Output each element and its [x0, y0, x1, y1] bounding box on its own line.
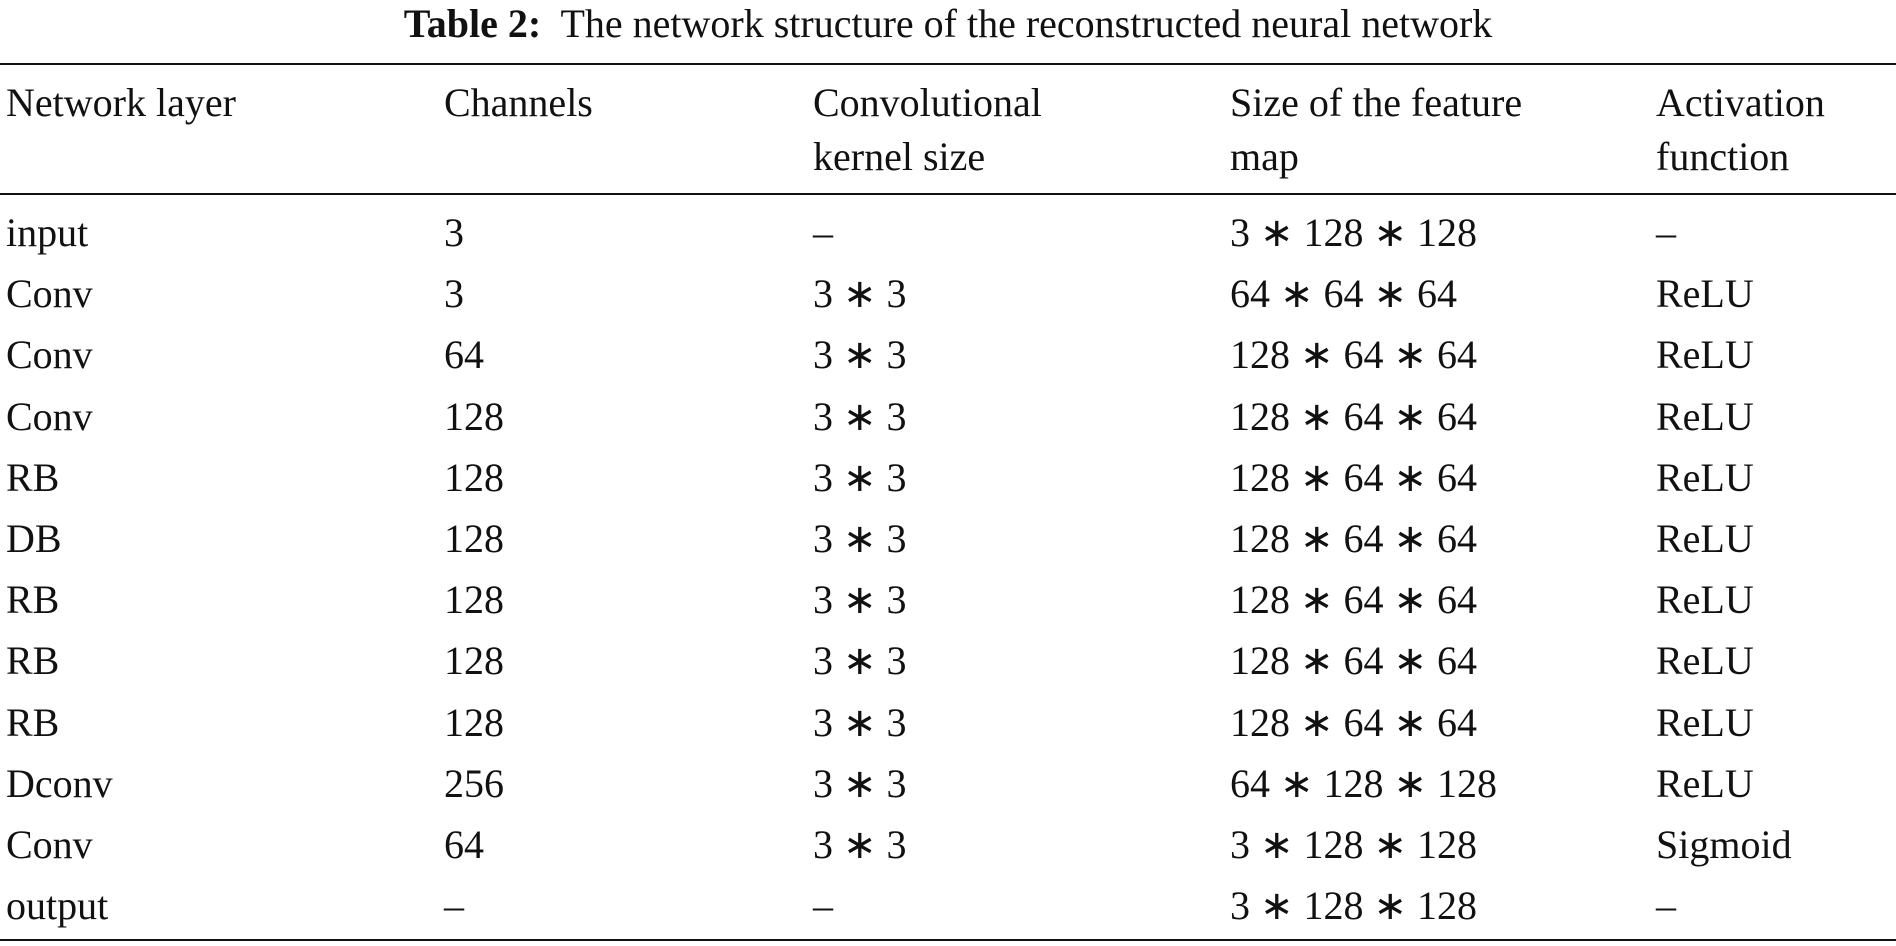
table-cell: 3 ∗ 3: [813, 454, 907, 500]
table-cell: 64: [444, 332, 484, 378]
table-cell: 128: [444, 699, 504, 745]
table-cell: 64 ∗ 64 ∗ 64: [1230, 271, 1458, 317]
table-cell: 128 ∗ 64 ∗ 64: [1230, 638, 1478, 684]
table-cell: Sigmoid: [1656, 822, 1792, 867]
table-cell: input: [6, 210, 89, 255]
table-cell: 3 ∗ 128 ∗ 128: [1230, 822, 1478, 867]
table-cell: 64: [444, 822, 484, 867]
caption-text: The network structure of the reconstruct…: [560, 1, 1493, 46]
table-cell: 128 ∗ 64 ∗ 64: [1230, 516, 1478, 561]
table-cell: 128: [444, 454, 504, 500]
table-cell: Conv: [6, 332, 93, 378]
table-cell: ReLU: [1656, 271, 1754, 317]
table-cell: ReLU: [1656, 760, 1754, 806]
table-cell: output: [6, 883, 109, 929]
table-cell: 3 ∗ 3: [813, 516, 907, 561]
header-cell: Activation: [1656, 80, 1825, 125]
table-cell: 128 ∗ 64 ∗ 64: [1230, 577, 1478, 623]
table-cell: 3 ∗ 3: [813, 638, 907, 684]
table-cell: Conv: [6, 271, 93, 317]
caption-label: Table 2:: [403, 1, 542, 46]
table-cell: ReLU: [1656, 332, 1754, 378]
table-cell: 3 ∗ 3: [813, 393, 907, 439]
header-cell: Network layer: [6, 80, 236, 125]
header-cell: map: [1230, 134, 1299, 179]
table-cell: 128: [444, 393, 504, 439]
table-cell: RB: [6, 577, 60, 623]
header-cell: Convolutional: [813, 80, 1042, 125]
table-cell: –: [813, 883, 833, 929]
header-cell: Size of the feature: [1230, 80, 1523, 125]
top-rule: [0, 63, 1896, 65]
table-cell: 128: [444, 516, 504, 561]
header-cell: kernel size: [813, 134, 986, 179]
header-rule: [0, 193, 1896, 195]
table-cell: –: [1656, 210, 1676, 255]
header-cell: Channels: [444, 80, 593, 125]
table-cell: 3 ∗ 3: [813, 271, 907, 317]
table-cell: Conv: [6, 822, 93, 867]
table-cell: 3: [444, 210, 464, 255]
table-cell: 256: [444, 760, 504, 806]
table-cell: ReLU: [1656, 699, 1754, 745]
table-cell: ReLU: [1656, 577, 1754, 623]
table-cell: ReLU: [1656, 516, 1754, 561]
table-cell: 128: [444, 577, 504, 623]
table-cell: Conv: [6, 393, 93, 439]
table-cell: –: [1656, 883, 1676, 929]
table-cell: ReLU: [1656, 454, 1754, 500]
table-cell: RB: [6, 699, 60, 745]
table-cell: RB: [6, 638, 60, 684]
table-cell: 3 ∗ 128 ∗ 128: [1230, 210, 1478, 255]
table-cell: DB: [6, 516, 62, 561]
table-cell: RB: [6, 454, 60, 500]
table-cell: ReLU: [1656, 638, 1754, 684]
table-cell: 128: [444, 638, 504, 684]
table-cell: Dconv: [6, 760, 113, 806]
table-cell: ReLU: [1656, 393, 1754, 439]
table-cell: 3 ∗ 3: [813, 699, 907, 745]
table-cell: 3: [444, 271, 464, 317]
table-cell: –: [813, 210, 833, 255]
bottom-rule: [0, 939, 1896, 941]
table-cell: 64 ∗ 128 ∗ 128: [1230, 760, 1498, 806]
table-caption: Table 2: The network structure of the re…: [0, 0, 1896, 48]
table-cell: 3 ∗ 3: [813, 332, 907, 378]
table-cell: 3 ∗ 3: [813, 760, 907, 806]
table-cell: 128 ∗ 64 ∗ 64: [1230, 332, 1478, 378]
table-cell: 128 ∗ 64 ∗ 64: [1230, 454, 1478, 500]
header-cell: function: [1656, 134, 1790, 179]
table-cell: 3 ∗ 128 ∗ 128: [1230, 883, 1478, 929]
table-cell: 128 ∗ 64 ∗ 64: [1230, 393, 1478, 439]
table-cell: 3 ∗ 3: [813, 577, 907, 623]
table-cell: 3 ∗ 3: [813, 822, 907, 867]
table-cell: –: [444, 883, 464, 929]
table-cell: 128 ∗ 64 ∗ 64: [1230, 699, 1478, 745]
